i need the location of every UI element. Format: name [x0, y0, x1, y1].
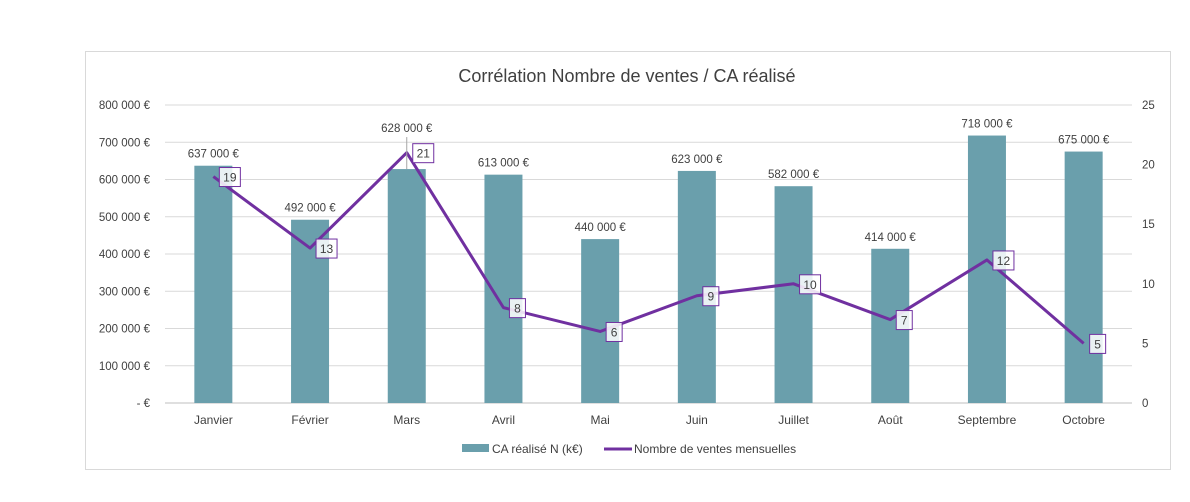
y-right-tick-label: 10: [1142, 279, 1155, 291]
line-data-label: 6: [611, 325, 618, 339]
legend-label-line: Nombre de ventes mensuelles: [634, 442, 796, 456]
y-left-tick-label: 700 000 €: [99, 137, 151, 149]
line-data-label: 13: [320, 242, 334, 256]
line-data-label-box: [605, 321, 623, 342]
y-left-tick-label: 300 000 €: [99, 286, 151, 298]
line-data-label-box: [1089, 333, 1107, 354]
y-left-tick-label: 800 000 €: [99, 100, 151, 112]
line-data-label: 7: [901, 314, 908, 328]
y-right-tick-label: 25: [1142, 100, 1155, 112]
bar-data-label: 613 000 €: [478, 158, 530, 170]
bar: [194, 165, 233, 403]
line-data-label-box: [992, 250, 1015, 271]
y-left-tick-label: 100 000 €: [99, 361, 151, 373]
line-data-label: 8: [514, 302, 521, 316]
line-data-label-box: [508, 298, 526, 319]
x-tick-label: Septembre: [958, 413, 1017, 427]
x-tick-label: Octobre: [1062, 413, 1105, 427]
chart-frame: [85, 51, 1171, 470]
bar-data-label: 637 000 €: [188, 149, 240, 161]
line-data-label: 19: [223, 171, 237, 185]
line-data-label-box: [895, 310, 913, 331]
x-tick-label: Janvier: [194, 413, 233, 427]
chart-title: Corrélation Nombre de ventes / CA réalis…: [458, 66, 795, 86]
line-data-label-box: [799, 274, 822, 295]
line-data-label: 12: [997, 254, 1011, 268]
x-tick-label: Avril: [492, 413, 515, 427]
bar: [581, 239, 620, 403]
bar: [387, 169, 426, 403]
line-data-label-box: [218, 167, 241, 188]
bar-data-label: 582 000 €: [768, 169, 820, 181]
y-right-tick-label: 20: [1142, 160, 1155, 172]
bar-data-label: 623 000 €: [671, 154, 723, 166]
y-right-tick-label: 15: [1142, 219, 1155, 231]
bar-data-label: 628 000 €: [381, 123, 433, 135]
y-left-tick-label: 600 000 €: [99, 175, 151, 187]
line-data-label-box: [702, 286, 720, 307]
legend-label-bar: CA réalisé N (k€): [492, 442, 583, 456]
bar-data-label: 718 000 €: [961, 119, 1013, 131]
line-data-label: 21: [417, 147, 431, 161]
line-data-label-box: [412, 143, 435, 164]
x-tick-label: Mai: [590, 413, 609, 427]
y-right-tick-label: 0: [1142, 398, 1148, 410]
x-tick-label: Mars: [393, 413, 420, 427]
y-right-tick-label: 5: [1142, 338, 1148, 350]
bar: [774, 186, 813, 403]
bar-data-label: 440 000 €: [575, 222, 627, 234]
line-data-label: 9: [708, 290, 715, 304]
bar-data-label: 675 000 €: [1058, 135, 1110, 147]
bar-data-label: 414 000 €: [865, 232, 917, 244]
y-left-tick-label: 500 000 €: [99, 212, 151, 224]
legend-swatch-bar: [462, 444, 489, 452]
line-data-label: 5: [1094, 337, 1101, 351]
y-left-tick-label: 400 000 €: [99, 249, 151, 261]
x-tick-label: Août: [878, 413, 903, 427]
line-series: [212, 151, 1085, 345]
x-tick-label: Juin: [686, 413, 708, 427]
x-tick-label: Février: [291, 413, 328, 427]
x-tick-label: Juillet: [778, 413, 809, 427]
line-data-label-box: [315, 238, 338, 259]
bar: [1064, 151, 1103, 403]
y-left-tick-label: 200 000 €: [99, 324, 151, 336]
line-data-label: 10: [803, 278, 817, 292]
bar-data-label: 492 000 €: [284, 203, 336, 215]
y-left-tick-label: - €: [137, 398, 151, 410]
